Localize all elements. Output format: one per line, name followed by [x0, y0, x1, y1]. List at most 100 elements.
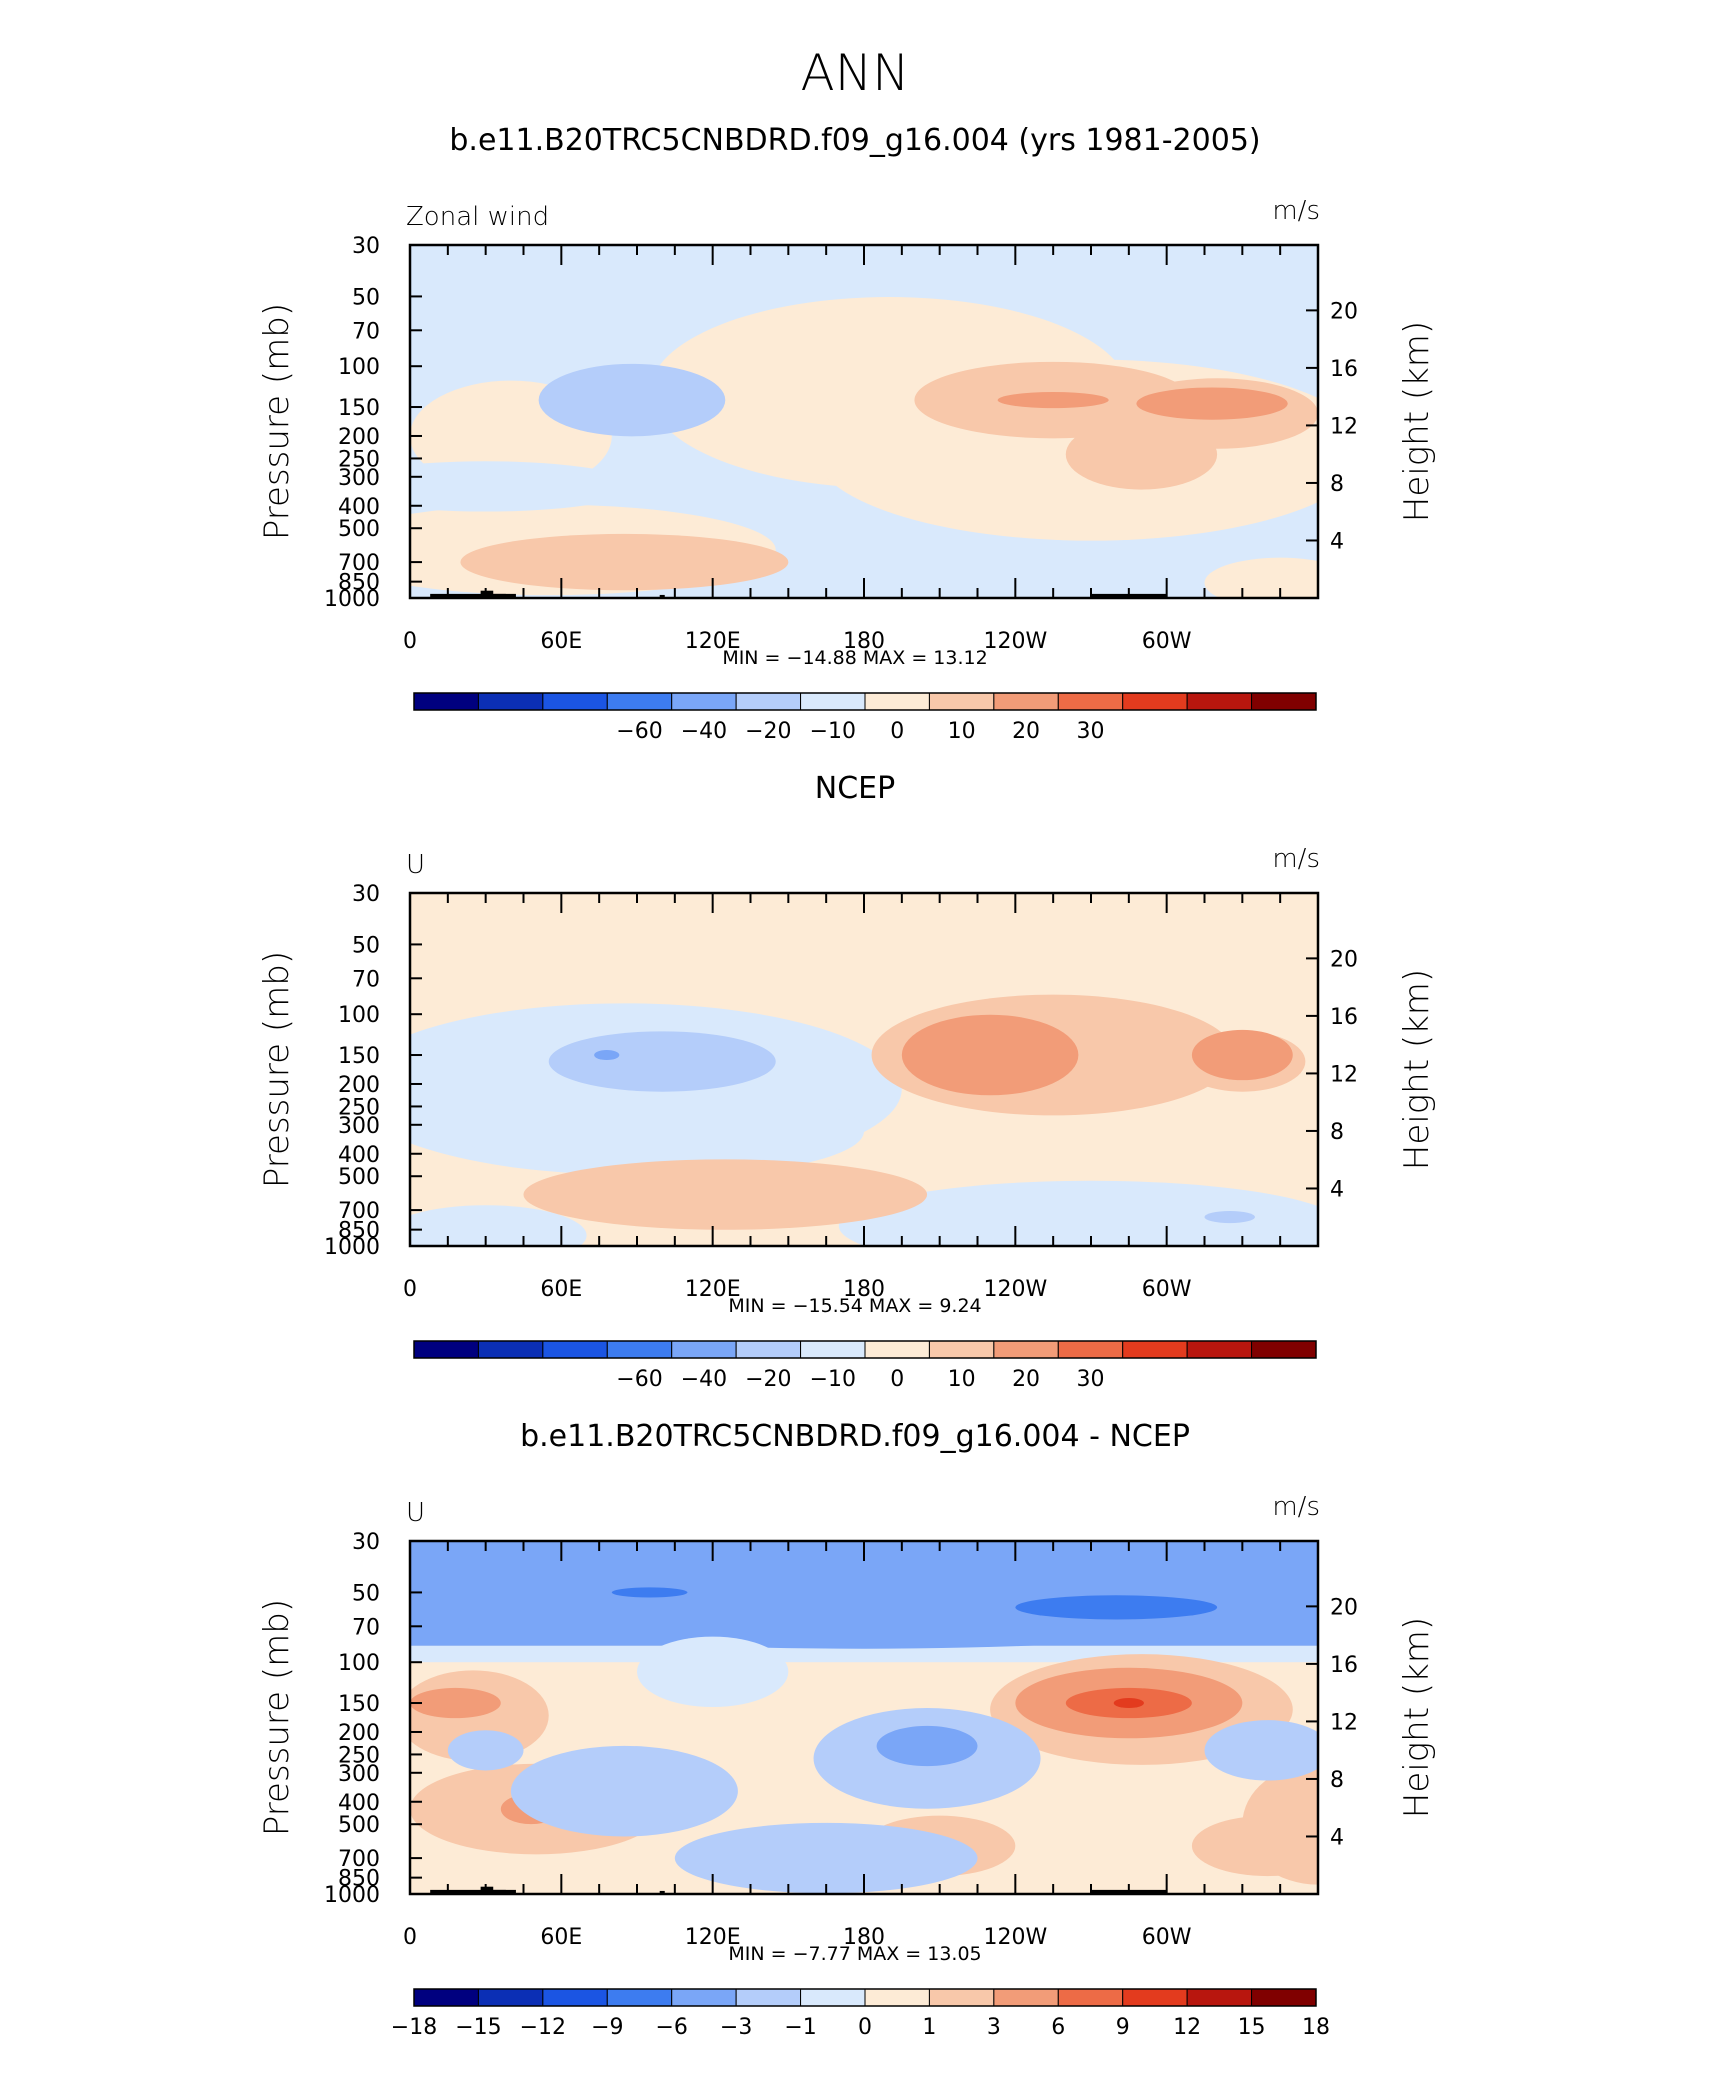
colorbar-box [864, 1340, 930, 1359]
y-tick-label: 150 [338, 1692, 380, 1717]
colorbar-label: 12 [1173, 2015, 1201, 2040]
panel-3: b.e11.B20TRC5CNBDRD.f09_g16.004 - NCEP U m… [257, 1419, 1437, 2040]
colorbar-box [542, 1988, 608, 2007]
contour-fill [548, 1031, 776, 1092]
colorbar-box [735, 1340, 802, 1359]
y-tick-label: 850 [338, 1867, 380, 1892]
x-tick-label: 60W [1142, 1277, 1192, 1302]
x-tick-label: 0 [403, 629, 417, 654]
y2-tick-label: 12 [1330, 1062, 1358, 1087]
x-tick-label: 0 [403, 1277, 417, 1302]
colorbar-box [671, 692, 737, 711]
colorbar-label: 0 [858, 2015, 872, 2040]
contour-fill [1191, 1815, 1318, 1877]
y-tick-label: 200 [338, 1073, 380, 1098]
x-tick-label: 120E [685, 1925, 741, 1950]
colorbar-label: 10 [948, 1367, 976, 1392]
min-max-text: MIN = −15.54 MAX = 9.24 [728, 1295, 981, 1317]
colorbar-box [928, 1340, 995, 1359]
colorbar-label: 9 [1116, 2015, 1130, 2040]
colorbar-frame [413, 1340, 1317, 1359]
colorbar-label: 1 [922, 2015, 936, 2040]
contour-fill [410, 1687, 501, 1719]
contour-fill [1191, 1029, 1293, 1081]
colorbar-box [1057, 1340, 1124, 1359]
y-axis-label: Pressure (mb) [257, 303, 297, 540]
y-tick-label: 30 [352, 882, 380, 907]
y-tick-label: 100 [338, 355, 380, 380]
y-tick-label: 850 [338, 1219, 380, 1244]
x-tick-label: 120E [685, 1277, 741, 1302]
y2-tick-label: 20 [1330, 947, 1358, 972]
y-tick-label: 150 [338, 396, 380, 421]
colorbar-box [671, 1340, 737, 1359]
colorbar-box [993, 1988, 1059, 2007]
panel-title: b.e11.B20TRC5CNBDRD.f09_g16.004 (yrs 198… [449, 123, 1260, 158]
topography [480, 1886, 494, 1894]
x-tick-label: 60E [540, 1925, 582, 1950]
colorbar-box [413, 692, 479, 711]
x-tick-label: 120W [983, 1277, 1047, 1302]
colorbar-label: −10 [810, 719, 856, 744]
topography [659, 1890, 665, 1894]
colorbar-box [477, 1340, 544, 1359]
page-title: ANN [800, 44, 909, 102]
contour-fill [1136, 387, 1288, 420]
colorbar-box [477, 1988, 544, 2007]
colorbar-box [671, 1988, 737, 2007]
colorbar-label: 20 [1012, 719, 1040, 744]
contour-fill [901, 1014, 1079, 1096]
colorbar-box [735, 1988, 802, 2007]
left-string: U [406, 1498, 425, 1528]
colorbar-label: −60 [616, 719, 662, 744]
y2-tick-label: 8 [1330, 1768, 1344, 1793]
y2-tick-label: 8 [1330, 1120, 1344, 1145]
topography [480, 590, 494, 598]
colorbar-label: 0 [890, 1367, 904, 1392]
panel-title: b.e11.B20TRC5CNBDRD.f09_g16.004 - NCEP [520, 1419, 1190, 1454]
min-max-text: MIN = −7.77 MAX = 13.05 [728, 1943, 981, 1965]
y2-tick-label: 4 [1330, 529, 1344, 554]
y-tick-label: 850 [338, 571, 380, 596]
panel-title: NCEP [815, 771, 895, 806]
colorbar-box [1122, 1988, 1188, 2007]
colorbar-label: −9 [591, 2015, 623, 2040]
colorbar-label: −12 [520, 2015, 566, 2040]
colorbar-box [606, 1988, 673, 2007]
y-tick-label: 1000 [324, 587, 380, 612]
x-tick-label: 60W [1142, 629, 1192, 654]
contour-fill [538, 363, 726, 437]
colorbar-label: −6 [655, 2015, 687, 2040]
contour-fill [1204, 1720, 1318, 1781]
contour-fill [1204, 1210, 1255, 1224]
colorbar-box [1186, 692, 1253, 711]
y2-tick-label: 8 [1330, 472, 1344, 497]
colorbar-label: −10 [810, 1367, 856, 1392]
y2-tick-label: 12 [1330, 1710, 1358, 1735]
y-tick-label: 300 [338, 1114, 380, 1139]
contour-fill [838, 1180, 1318, 1246]
colorbar-box [864, 1988, 930, 2007]
y-tick-label: 500 [338, 1813, 380, 1838]
colorbar-label: 6 [1051, 2015, 1065, 2040]
topography [490, 593, 516, 598]
contour-fill [447, 1730, 524, 1771]
colorbar-label: −40 [681, 1367, 727, 1392]
topography [430, 1889, 506, 1894]
colorbar-box [1251, 1988, 1317, 2007]
y2-tick-label: 20 [1330, 299, 1358, 324]
x-tick-label: 120W [983, 629, 1047, 654]
panel-1: b.e11.B20TRC5CNBDRD.f09_g16.004 (yrs 198… [257, 123, 1437, 744]
colorbar-frame [413, 692, 1317, 711]
y-tick-label: 250 [338, 1095, 380, 1120]
topography [659, 594, 665, 598]
contour-fill [410, 1205, 587, 1246]
y-axis-label: Pressure (mb) [257, 951, 297, 1188]
colorbar-box [477, 692, 544, 711]
y-tick-label: 50 [352, 933, 380, 958]
contour-fill [460, 1085, 864, 1177]
x-tick-label: 120E [685, 629, 741, 654]
y-tick-label: 30 [352, 234, 380, 259]
contour-fill [674, 1822, 978, 1894]
